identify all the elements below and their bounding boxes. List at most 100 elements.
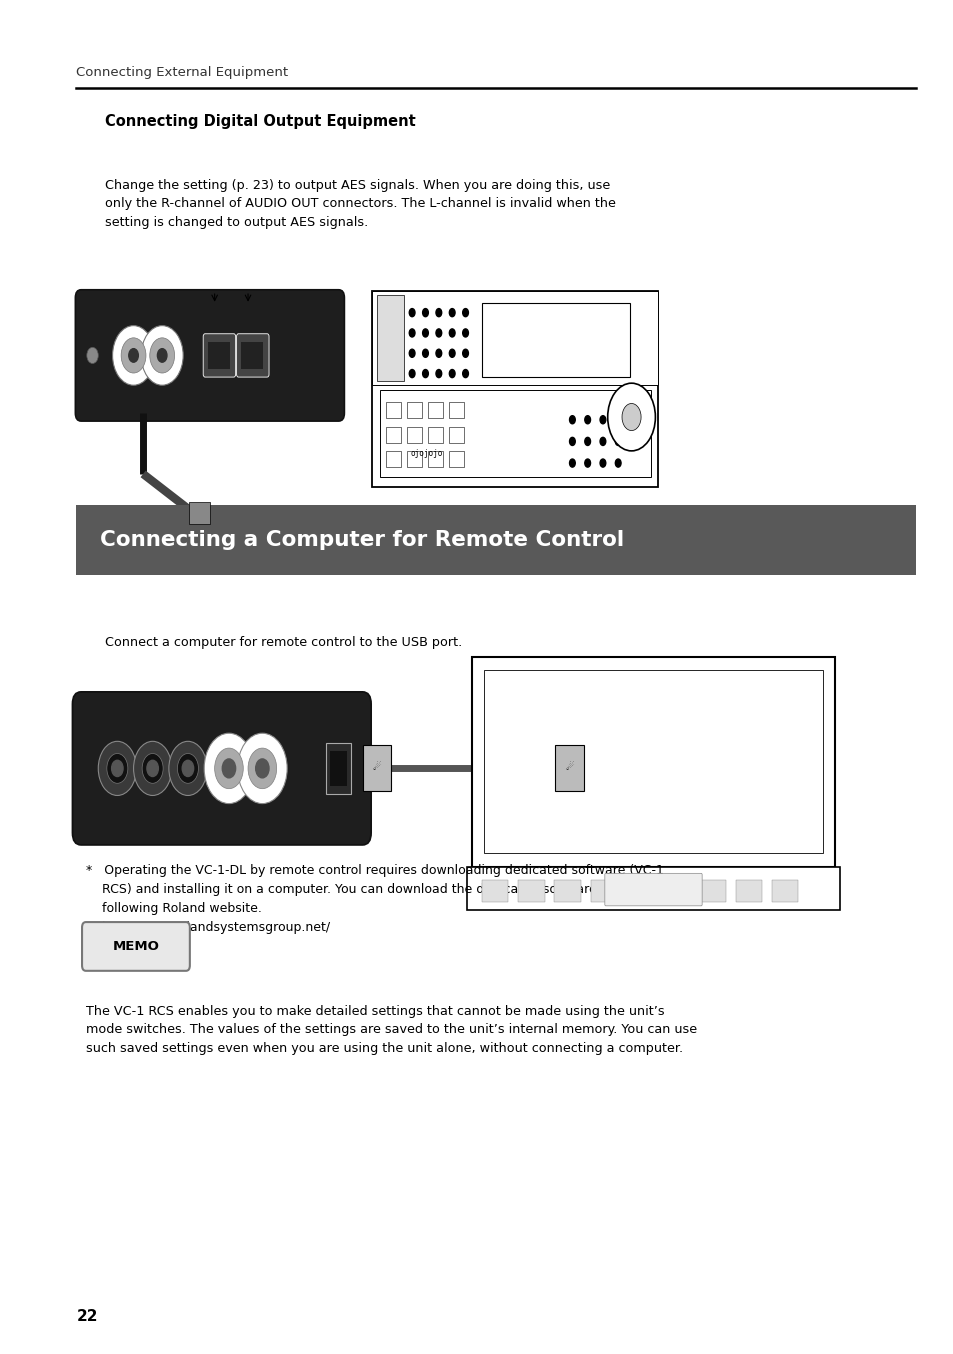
Text: Connecting External Equipment: Connecting External Equipment	[76, 65, 288, 79]
Circle shape	[607, 383, 655, 451]
Circle shape	[150, 338, 174, 372]
FancyBboxPatch shape	[449, 402, 463, 418]
FancyBboxPatch shape	[407, 402, 421, 418]
Text: MEMO: MEMO	[112, 940, 160, 953]
Circle shape	[599, 437, 605, 445]
Circle shape	[133, 741, 172, 795]
FancyBboxPatch shape	[467, 867, 839, 910]
FancyBboxPatch shape	[379, 390, 650, 477]
FancyBboxPatch shape	[481, 303, 629, 378]
Circle shape	[409, 370, 415, 378]
Text: The VC-1 RCS enables you to make detailed settings that cannot be made using the: The VC-1 RCS enables you to make detaile…	[86, 1005, 697, 1055]
Circle shape	[615, 437, 620, 445]
Circle shape	[112, 760, 123, 776]
Circle shape	[569, 437, 575, 445]
FancyBboxPatch shape	[326, 742, 351, 793]
Circle shape	[569, 416, 575, 424]
Circle shape	[222, 758, 235, 777]
FancyBboxPatch shape	[82, 922, 190, 971]
Circle shape	[436, 370, 441, 378]
Text: Connecting a Computer for Remote Control: Connecting a Computer for Remote Control	[100, 531, 623, 550]
Text: ☄: ☄	[372, 762, 381, 772]
FancyBboxPatch shape	[555, 745, 583, 791]
Text: ☄: ☄	[564, 762, 574, 772]
FancyBboxPatch shape	[241, 343, 263, 370]
FancyBboxPatch shape	[626, 880, 653, 902]
Circle shape	[204, 734, 253, 803]
Circle shape	[584, 459, 590, 467]
FancyBboxPatch shape	[428, 402, 442, 418]
Circle shape	[87, 347, 98, 364]
Circle shape	[615, 459, 620, 467]
FancyBboxPatch shape	[699, 880, 725, 902]
Circle shape	[409, 309, 415, 317]
Circle shape	[409, 349, 415, 357]
Text: Change the setting (p. 23) to output AES signals. When you are doing this, use
o: Change the setting (p. 23) to output AES…	[105, 179, 616, 229]
Text: *   Operating the VC-1-DL by remote control requires downloading dedicated softw: * Operating the VC-1-DL by remote contro…	[86, 864, 663, 934]
Circle shape	[147, 760, 158, 776]
FancyBboxPatch shape	[428, 451, 442, 467]
Circle shape	[599, 459, 605, 467]
Circle shape	[615, 416, 620, 424]
FancyBboxPatch shape	[449, 451, 463, 467]
Circle shape	[462, 329, 468, 337]
FancyBboxPatch shape	[208, 343, 230, 370]
FancyBboxPatch shape	[75, 290, 344, 421]
Circle shape	[157, 349, 167, 362]
Circle shape	[422, 349, 428, 357]
Circle shape	[422, 329, 428, 337]
Text: Connect a computer for remote control to the USB port.: Connect a computer for remote control to…	[105, 636, 461, 650]
Circle shape	[436, 329, 441, 337]
Circle shape	[584, 416, 590, 424]
FancyBboxPatch shape	[554, 880, 580, 902]
FancyBboxPatch shape	[376, 295, 403, 382]
Circle shape	[462, 370, 468, 378]
Circle shape	[107, 753, 128, 783]
FancyBboxPatch shape	[407, 427, 421, 443]
Circle shape	[462, 349, 468, 357]
Circle shape	[422, 309, 428, 317]
Circle shape	[449, 309, 455, 317]
Circle shape	[436, 309, 441, 317]
Circle shape	[141, 326, 183, 385]
Circle shape	[112, 326, 154, 385]
Circle shape	[621, 403, 640, 431]
Circle shape	[129, 349, 138, 362]
Circle shape	[436, 349, 441, 357]
Circle shape	[422, 370, 428, 378]
Circle shape	[177, 753, 198, 783]
FancyBboxPatch shape	[604, 873, 701, 906]
FancyBboxPatch shape	[372, 291, 658, 386]
FancyBboxPatch shape	[771, 880, 798, 902]
FancyBboxPatch shape	[362, 745, 391, 791]
Circle shape	[142, 753, 163, 783]
FancyBboxPatch shape	[472, 657, 834, 867]
FancyBboxPatch shape	[72, 692, 371, 845]
FancyBboxPatch shape	[590, 880, 617, 902]
Text: 22: 22	[76, 1309, 98, 1324]
FancyBboxPatch shape	[189, 502, 210, 524]
FancyBboxPatch shape	[330, 750, 347, 785]
FancyBboxPatch shape	[386, 451, 400, 467]
Circle shape	[462, 309, 468, 317]
FancyBboxPatch shape	[662, 880, 689, 902]
FancyBboxPatch shape	[428, 427, 442, 443]
Circle shape	[237, 734, 287, 803]
Circle shape	[584, 437, 590, 445]
FancyBboxPatch shape	[735, 880, 761, 902]
Circle shape	[449, 370, 455, 378]
Circle shape	[248, 747, 276, 788]
Text: Connecting Digital Output Equipment: Connecting Digital Output Equipment	[105, 114, 416, 129]
FancyBboxPatch shape	[76, 505, 915, 575]
FancyBboxPatch shape	[203, 334, 235, 376]
Circle shape	[182, 760, 193, 776]
Circle shape	[214, 747, 243, 788]
Text: ojojojo: ojojojo	[410, 448, 442, 458]
Circle shape	[255, 758, 269, 777]
Circle shape	[449, 329, 455, 337]
FancyBboxPatch shape	[386, 402, 400, 418]
Circle shape	[409, 329, 415, 337]
FancyBboxPatch shape	[407, 451, 421, 467]
FancyBboxPatch shape	[517, 880, 544, 902]
Circle shape	[569, 459, 575, 467]
